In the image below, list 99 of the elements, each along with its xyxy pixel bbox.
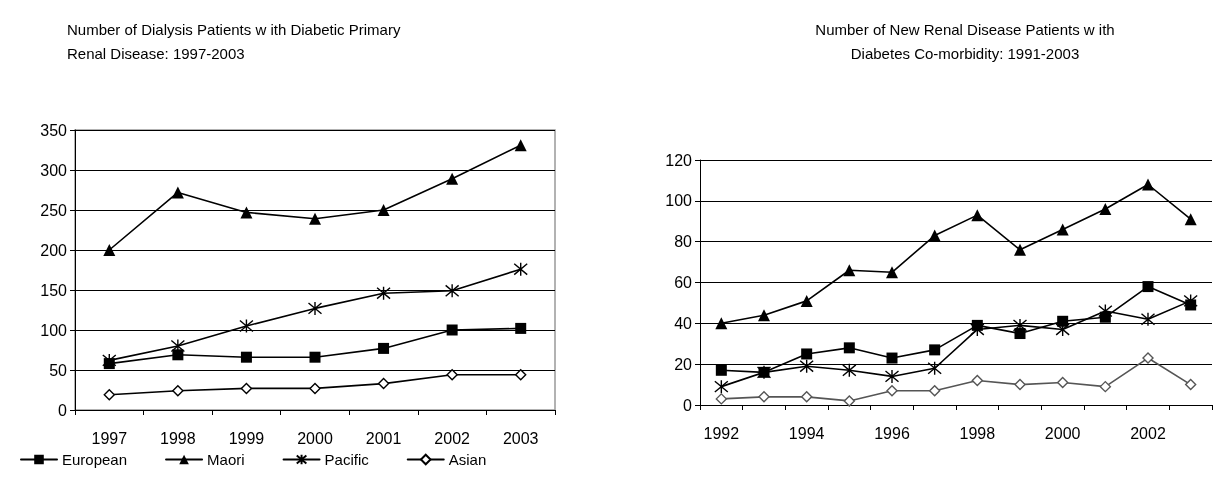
x-tick-label: 2000 [297, 429, 333, 447]
point [884, 369, 900, 384]
y-tick-label: 20 [674, 355, 693, 373]
point [970, 322, 985, 337]
x-tick-label: 2001 [365, 429, 402, 447]
point [103, 389, 115, 401]
point [446, 324, 458, 336]
point [103, 244, 116, 256]
point [514, 139, 527, 152]
legend-label: Pacific [324, 451, 370, 468]
point [886, 385, 898, 397]
point [1142, 352, 1154, 364]
y-tick-label: 300 [40, 161, 68, 179]
x-tick-label: 1999 [228, 429, 265, 447]
y-tick-label: 0 [58, 401, 68, 419]
point [715, 317, 728, 330]
chart-title: Number of New Renal Disease Patients w ith Diabetes Co-morbidity: 1991-2003 [815, 20, 1115, 62]
point [928, 385, 941, 397]
point [170, 338, 186, 354]
point [1099, 380, 1112, 393]
point [971, 209, 984, 222]
point [307, 301, 323, 316]
x-tick-label: 1998 [160, 429, 196, 447]
point [309, 212, 321, 225]
y-tick-label: 350 [40, 121, 68, 139]
point [1056, 376, 1069, 389]
point [446, 369, 458, 381]
point [171, 186, 184, 199]
point [1184, 378, 1197, 391]
point [377, 377, 390, 390]
point [240, 206, 253, 219]
point [172, 385, 184, 397]
point [1014, 243, 1026, 256]
y-tick-label: 0 [683, 396, 693, 414]
x-tick-label: 1992 [703, 424, 740, 442]
point [843, 342, 855, 354]
point [240, 382, 253, 395]
point [758, 391, 770, 403]
point [515, 369, 527, 381]
x-tick-label: 1997 [91, 429, 128, 447]
point [715, 364, 727, 376]
point [1055, 322, 1070, 337]
point [378, 342, 390, 354]
point [444, 283, 460, 298]
x-tick-label: 2002 [1130, 424, 1166, 442]
x-tick-label: 2002 [434, 429, 471, 447]
point [927, 361, 942, 376]
point [929, 344, 941, 356]
point [799, 359, 814, 374]
y-tick-label: 60 [674, 274, 693, 291]
y-tick-label: 50 [49, 361, 68, 379]
y-tick-label: 200 [40, 241, 68, 259]
x-tick-label: 2003 [502, 429, 539, 447]
x-tick-label: 1998 [959, 424, 996, 442]
chart-title: Number of Dialysis Patients w ith Diabetic Primary Renal Disease: 1997-2003 [67, 20, 401, 62]
point [515, 322, 527, 334]
point [446, 172, 459, 185]
y-tick-label: 250 [40, 201, 68, 219]
point [513, 262, 528, 277]
point [971, 374, 984, 387]
point [239, 318, 254, 334]
y-tick-label: 100 [40, 321, 68, 339]
point [886, 266, 898, 279]
point [843, 264, 856, 277]
point [1098, 303, 1113, 319]
y-tick-label: 40 [674, 314, 693, 332]
point [1012, 318, 1028, 333]
y-tick-label: 150 [40, 281, 68, 299]
point [377, 204, 390, 216]
y-tick-label: 100 [665, 192, 693, 210]
point [928, 229, 941, 242]
point [801, 348, 813, 360]
point [309, 382, 321, 395]
legend-label: Maori [207, 451, 245, 468]
point [800, 294, 813, 307]
point [758, 309, 770, 322]
y-tick-label: 80 [674, 233, 693, 251]
x-tick-label: 1994 [788, 424, 825, 442]
point [1142, 178, 1154, 191]
point [842, 363, 857, 378]
x-tick-label: 1996 [874, 424, 910, 442]
point [1014, 378, 1026, 391]
x-tick-label: 2000 [1044, 424, 1081, 442]
legend-label: European [62, 451, 128, 468]
legend-label: Asian [448, 451, 487, 468]
point [1142, 281, 1154, 293]
point [1056, 223, 1069, 236]
point [714, 379, 729, 394]
point [1184, 213, 1197, 226]
point [309, 351, 321, 363]
y-tick-label: 120 [665, 151, 693, 169]
point [240, 351, 252, 363]
point [800, 391, 813, 403]
point [1140, 312, 1156, 327]
point [886, 352, 898, 364]
point [715, 393, 728, 405]
point [376, 286, 391, 301]
point [1099, 203, 1112, 215]
point [843, 395, 856, 407]
